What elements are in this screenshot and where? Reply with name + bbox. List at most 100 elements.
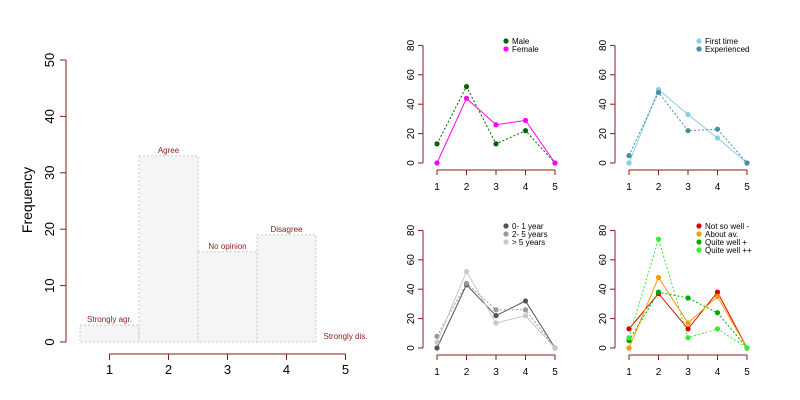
y-tick-label-0: 0 [42, 338, 57, 345]
point-Female-1 [434, 160, 440, 166]
legend-label-Experienced: Experienced [705, 45, 749, 54]
bar-4 [256, 234, 317, 343]
legend-label-About av.: About av. [705, 230, 738, 239]
y-tick-label-0: 0 [406, 160, 417, 166]
x-tick-label-3: 3 [685, 367, 691, 378]
legend-marker-> 5 years [503, 239, 509, 245]
point-2- 5 years-3 [493, 307, 499, 313]
legend-label-0- 1 year: 0- 1 year [512, 222, 544, 231]
bar-label-1: Strongly agr. [87, 315, 132, 324]
legend-label-First time: First time [705, 37, 738, 46]
y-tick-label-40: 40 [406, 283, 417, 295]
point-Not so well --1 [626, 326, 632, 332]
y-tick-label-0: 0 [598, 345, 609, 351]
y-tick-label-50: 50 [42, 53, 57, 67]
legend-marker-Quite well + [696, 239, 702, 245]
series-line-First time [628, 88, 748, 164]
legend-marker-Not so well - [696, 223, 702, 229]
series-First time [626, 86, 750, 166]
y-tick-label-40: 40 [598, 283, 609, 295]
point-> 5 years-1 [434, 339, 440, 345]
point-Male-3 [493, 141, 499, 147]
point-2- 5 years-4 [522, 307, 529, 313]
point-Quite well ++-2 [655, 236, 662, 242]
x-tick-label-5: 5 [744, 182, 750, 193]
bar-label-3: No opinion [208, 242, 246, 251]
series-line-Female [436, 97, 556, 164]
point-First time-1 [626, 160, 632, 166]
x-tick-label-5: 5 [342, 362, 349, 377]
legend-marker-About av. [696, 231, 702, 237]
point-Female-3 [493, 122, 499, 128]
series-line-Quite well + [628, 291, 748, 349]
x-tick-label-3: 3 [224, 362, 231, 377]
point-Quite well +-2 [655, 289, 662, 295]
y-tick-label-0: 0 [406, 345, 417, 351]
legend-marker-0- 1 year [503, 223, 509, 229]
x-tick-label-4: 4 [283, 362, 290, 377]
x-tick-label-1: 1 [434, 367, 440, 378]
series-Experienced [626, 89, 750, 166]
bar-label-2: Agree [158, 146, 180, 155]
y-tick-label-0: 0 [598, 160, 609, 166]
legend-label-Male: Male [512, 37, 530, 46]
x-tick-label-3: 3 [685, 182, 691, 193]
x-tick-label-2: 2 [165, 362, 172, 377]
x-tick-label-1: 1 [626, 367, 632, 378]
x-tick-label-5: 5 [552, 182, 558, 193]
y-tick-label-20: 20 [42, 222, 57, 236]
x-tick-label-2: 2 [656, 367, 662, 378]
point-Male-1 [434, 141, 440, 147]
legend-marker-First time [696, 38, 702, 44]
series-0- 1 year [434, 282, 558, 351]
point-2- 5 years-1 [434, 333, 440, 339]
point-Quite well ++-3 [685, 335, 691, 341]
series-line-Quite well ++ [628, 237, 748, 349]
series-line-Experienced [628, 91, 748, 164]
legend-marker-Female [503, 46, 509, 52]
point-> 5 years-4 [522, 313, 529, 319]
series-> 5 years [434, 268, 558, 351]
bar-2 [138, 155, 199, 343]
x-tick-label-4: 4 [523, 182, 529, 193]
x-tick-label-1: 1 [106, 362, 113, 377]
series-Female [434, 95, 558, 166]
bar-label-4: Disagree [270, 225, 303, 234]
point-Male-4 [522, 128, 529, 134]
point-> 5 years-5 [552, 345, 558, 351]
x-tick-label-4: 4 [523, 367, 529, 378]
y-tick-label-80: 80 [598, 39, 609, 51]
x-tick-label-2: 2 [464, 182, 470, 193]
series-Quite well + [626, 289, 750, 351]
legend-marker-2- 5 years [503, 231, 509, 237]
bar-chart-main: Strongly agr. Agree No opinion Disagree Stro… [19, 53, 368, 377]
legend-label-Not so well -: Not so well - [705, 222, 749, 231]
y-tick-label-10: 10 [42, 278, 57, 292]
y-tick-label-60: 60 [406, 254, 417, 266]
point-Experienced-1 [626, 153, 632, 159]
y-tick-label-40: 40 [406, 98, 417, 110]
y-tick-label-20: 20 [406, 128, 417, 140]
y-tick-label-60: 60 [598, 254, 609, 266]
x-tick-label-3: 3 [493, 182, 499, 193]
point-2- 5 years-2 [463, 280, 470, 286]
point-0- 1 year-1 [434, 345, 440, 351]
bar-3 [197, 251, 258, 343]
point-> 5 years-2 [463, 268, 470, 275]
legend-marker-Quite well ++ [696, 247, 702, 253]
y-tick-label-40: 40 [598, 98, 609, 110]
point-Male-2 [463, 83, 470, 90]
point-Not so well --4 [714, 289, 721, 295]
bar-label-5: Strongly dis. [323, 332, 367, 341]
legend-label-2- 5 years: 2- 5 years [512, 230, 548, 239]
point-Female-2 [463, 95, 470, 101]
x-tick-label-2: 2 [464, 367, 470, 378]
legend-marker-Male [503, 38, 509, 44]
point-Not so well --3 [685, 326, 691, 332]
y-tick-label-20: 20 [598, 313, 609, 325]
